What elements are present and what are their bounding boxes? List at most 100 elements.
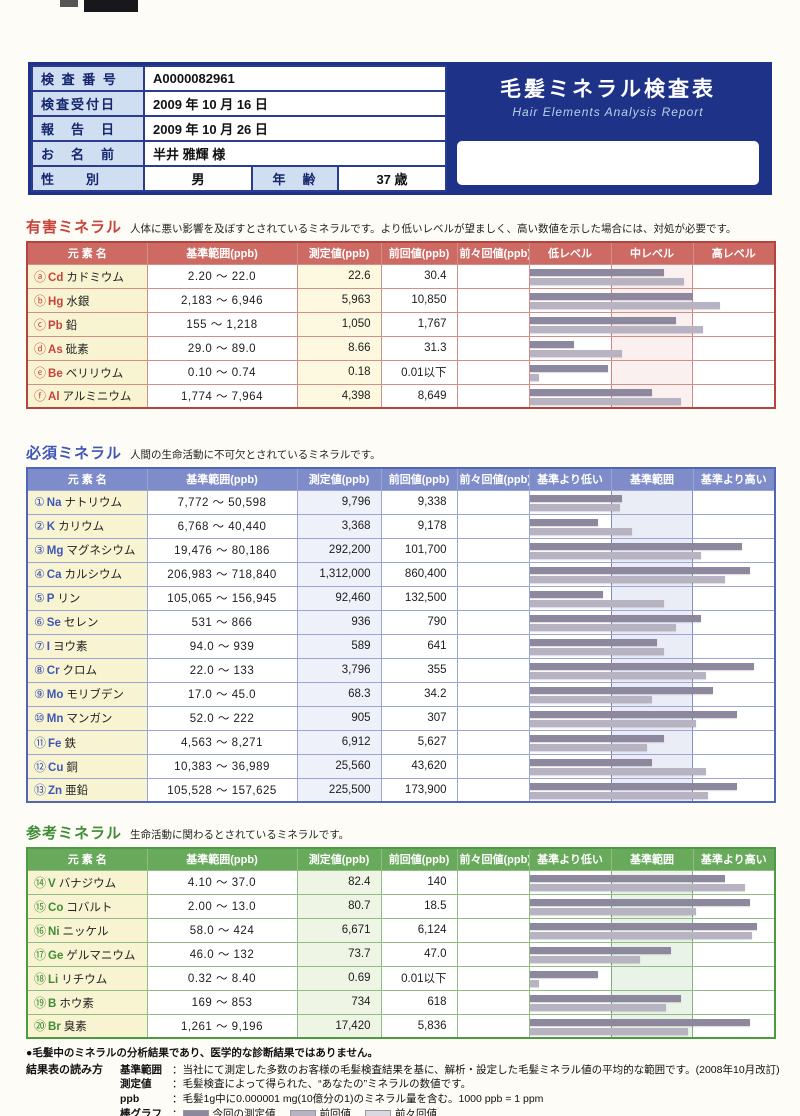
element-symbol: Cr <box>46 665 60 677</box>
element-japanese-name: カリウム <box>58 521 105 533</box>
reference-range-cell: 169 ～ 853 <box>146 989 298 1015</box>
column-header: 測定値(ppb) <box>296 847 382 871</box>
element-mark: ⑪ <box>34 735 47 750</box>
bar-chart-cell <box>528 609 776 635</box>
reference-range-cell: 206,983 ～ 718,840 <box>146 561 298 587</box>
element-japanese-name: ナトリウム <box>64 497 122 509</box>
element-japanese-name: ニッケル <box>62 925 109 938</box>
bar-chart-cell <box>528 537 776 563</box>
column-header: 前々回値(ppb) <box>456 467 530 491</box>
zone-header: 基準範囲 <box>610 847 694 871</box>
element-name-cell: ⑨ Mo モリブデン <box>26 681 148 707</box>
previous-value-cell: 10,850 <box>380 287 458 313</box>
bar-chart-cell <box>528 633 776 659</box>
measured-value-cell: 82.4 <box>296 869 382 895</box>
zone-header: 基準より低い <box>528 467 612 491</box>
column-header: 元 素 名 <box>26 847 148 871</box>
bar-chart-cell <box>528 917 776 943</box>
element-mark: ⓓ <box>34 341 47 356</box>
bar-chart-cell <box>528 263 776 289</box>
previous2-value-cell <box>456 537 530 563</box>
element-mark: ⑱ <box>34 971 47 986</box>
element-name-cell: ⑬ Zn 亜鉛 <box>26 777 148 803</box>
element-mark: ⑫ <box>34 759 47 774</box>
report-header: 検 査 番 号 A0000082961 検査受付日 2009 年 10 月 16… <box>28 62 772 195</box>
previous-value-cell: 140 <box>380 869 458 895</box>
element-name-cell: ⓔ Be ベリリウム <box>26 359 148 385</box>
column-header: 前回値(ppb) <box>380 467 458 491</box>
element-mark: ⑨ <box>34 687 45 701</box>
measured-value-cell: 0.69 <box>296 965 382 991</box>
test-number-label: 検 査 番 号 <box>31 65 145 92</box>
current-value-bar <box>530 590 603 598</box>
zone-header: 基準範囲 <box>610 467 694 491</box>
previous-value-bar <box>530 791 708 799</box>
current-value-bar <box>530 734 664 742</box>
legend-item: 前回値 <box>289 1108 351 1116</box>
previous-value-cell: 641 <box>380 633 458 659</box>
element-mark: ⑤ <box>34 591 45 605</box>
reference-range-cell: 2.00 ～ 13.0 <box>146 893 298 919</box>
previous2-value-cell <box>456 705 530 731</box>
element-symbol: Mg <box>46 545 64 557</box>
measured-value-cell: 73.7 <box>296 941 382 967</box>
bar-chart-cell <box>528 705 776 731</box>
element-name-cell: ⑭ V バナジウム <box>26 869 148 895</box>
previous2-value-cell <box>456 1013 530 1039</box>
previous-value-cell: 31.3 <box>380 335 458 361</box>
measured-value-cell: 80.7 <box>296 893 382 919</box>
reference-range-cell: 1,261 ～ 9,196 <box>146 1013 298 1039</box>
previous2-value-cell <box>456 489 530 515</box>
report-title-block: 毛髪ミネラル検査表 Hair Elements Analysis Report <box>447 65 769 192</box>
element-mark: ⑲ <box>34 995 47 1010</box>
previous2-value-cell <box>456 729 530 755</box>
column-header: 前々回値(ppb) <box>456 241 530 265</box>
mineral-row: ⑥ Se セレン 531 ～ 866 936 790 <box>26 609 776 635</box>
element-symbol: K <box>46 521 56 533</box>
mineral-row: ⑩ Mn マンガン 52.0 ～ 222 905 307 <box>26 705 776 731</box>
guide-term: 測定値 <box>120 1078 152 1091</box>
element-mark: ④ <box>34 567 45 581</box>
report-title: 毛髪ミネラル検査表 <box>500 78 716 101</box>
info-row-sex-age: 性 別 男 年 齢 37 歳 <box>31 165 447 192</box>
previous2-value-cell <box>456 941 530 967</box>
footer-notes: ●毛髪中のミネラルの分析結果であり、医学的な診断結果ではありません。 結果表の読… <box>26 1046 782 1116</box>
mineral-row: ⑭ V バナジウム 4.10 ～ 37.0 82.4 140 <box>26 869 776 895</box>
reference-range-cell: 46.0 ～ 132 <box>146 941 298 967</box>
bar-chart-cell <box>528 311 776 337</box>
previous-value-cell: 30.4 <box>380 263 458 289</box>
previous2-value-cell <box>456 359 530 385</box>
age-label: 年 齢 <box>251 165 339 192</box>
element-symbol: Cd <box>48 271 64 284</box>
bar-chart-cell <box>528 729 776 755</box>
legend-term: 棒グラフ <box>120 1107 162 1116</box>
mineral-row: ⑳ Br 臭素 1,261 ～ 9,196 17,420 5,836 <box>26 1013 776 1039</box>
previous2-value-cell <box>456 777 530 803</box>
column-header: 測定値(ppb) <box>296 241 382 265</box>
element-name-cell: ⑱ Li リチウム <box>26 965 148 991</box>
previous2-value-cell <box>456 609 530 635</box>
element-symbol: Fe <box>48 737 62 750</box>
element-mark: ⓒ <box>34 317 47 332</box>
element-name-cell: ⑥ Se セレン <box>26 609 148 635</box>
previous2-value-cell <box>456 561 530 587</box>
previous-value-bar <box>530 1027 689 1035</box>
info-row-reception-date: 検査受付日 2009 年 10 月 16 日 <box>31 90 447 117</box>
previous-value-cell: 1,767 <box>380 311 458 337</box>
measured-value-cell: 1,312,000 <box>296 561 382 587</box>
current-value-bar <box>530 364 608 372</box>
mineral-row: ⓔ Be ベリリウム 0.10 ～ 0.74 0.18 0.01以下 <box>26 359 776 385</box>
element-name-cell: ⑳ Br 臭素 <box>26 1013 148 1039</box>
bar-chart-cell <box>528 585 776 611</box>
reference-range-cell: 10,383 ～ 36,989 <box>146 753 298 779</box>
section-heading: 参考ミネラル 生命活動に関わるとされているミネラルです。 <box>26 822 774 843</box>
column-header: 基準範囲(ppb) <box>146 241 298 265</box>
measured-value-cell: 6,912 <box>296 729 382 755</box>
sex-label: 性 別 <box>31 165 145 192</box>
legend-swatch <box>182 1109 209 1116</box>
mineral-row: ⓕ Al アルミニウム 1,774 ～ 7,964 4,398 8,649 <box>26 383 776 409</box>
bar-chart-cell <box>528 777 776 803</box>
previous2-value-cell <box>456 681 530 707</box>
current-value-bar <box>530 316 677 324</box>
